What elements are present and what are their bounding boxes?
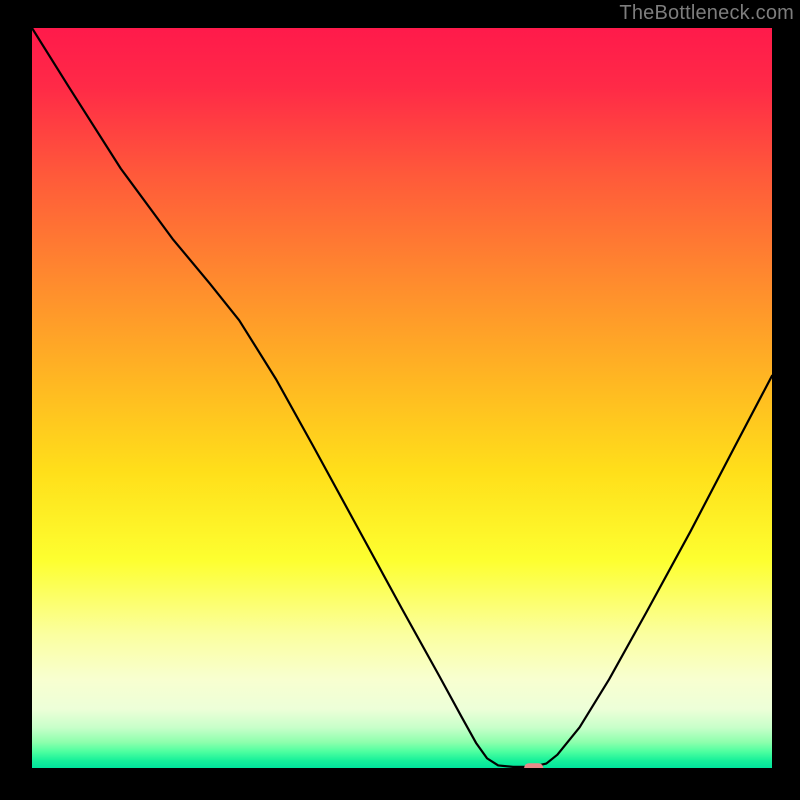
background-rect: [32, 28, 772, 768]
chart-svg: [32, 28, 772, 768]
optimum-marker: [524, 763, 543, 768]
watermark-text: TheBottleneck.com: [619, 2, 794, 25]
chart-frame: TheBottleneck.com: [0, 0, 800, 800]
plot-area: [32, 28, 772, 768]
